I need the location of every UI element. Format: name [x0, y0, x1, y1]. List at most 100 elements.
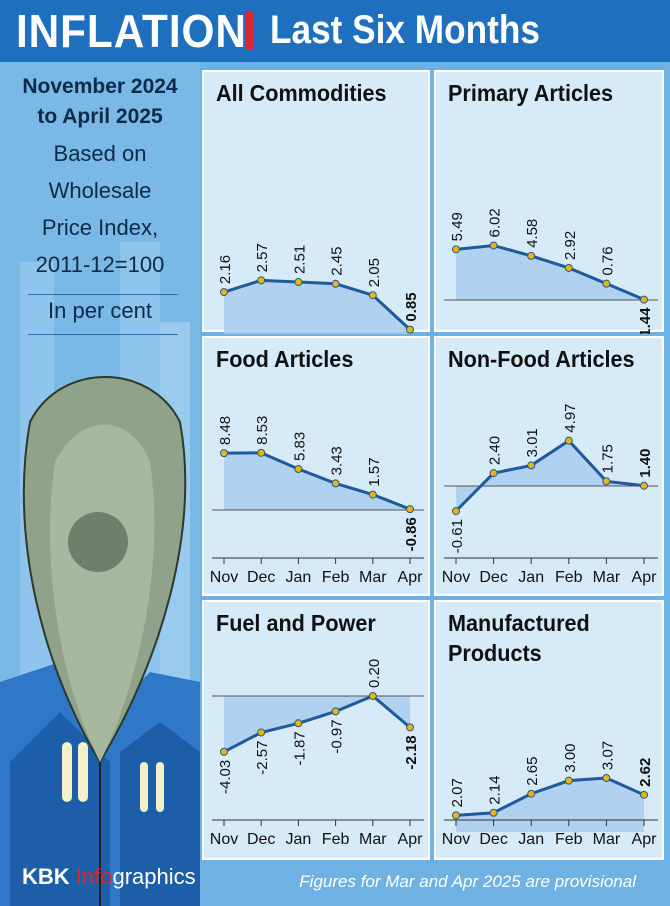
chart-svg: -0.61 2.40 3.01 4.97 1.75 1.40 Nov Dec Jan Feb Mar… — [442, 403, 658, 586]
category-label: Nov — [442, 831, 470, 848]
data-point — [489, 241, 498, 250]
value-label: -2.18 — [403, 735, 420, 769]
category-label: Mar — [593, 569, 621, 586]
data-point — [294, 465, 303, 474]
value-label: -0.86 — [403, 517, 420, 551]
category-label: Apr — [632, 831, 658, 848]
series-line — [223, 694, 411, 754]
unit-rule-top — [28, 294, 178, 295]
value-label: 1.75 — [599, 444, 616, 473]
value-label: -1.87 — [291, 731, 308, 765]
header-bar: INFLATION Last Six Months — [0, 0, 670, 62]
category-label: Feb — [555, 569, 583, 586]
series-line — [223, 278, 412, 331]
area-fill — [224, 452, 410, 510]
value-label: -4.03 — [217, 760, 234, 794]
data-point — [406, 505, 414, 514]
chart-non-food-articles: -0.61 2.40 3.01 4.97 1.75 1.40 Nov Dec Jan Feb Mar… — [434, 336, 664, 596]
chart-title-line-2: Products — [448, 640, 542, 666]
category-label: Dec — [247, 831, 275, 848]
data-point — [452, 507, 460, 516]
chart-svg: -4.03 -2.57 -1.87 -0.97 0.20 -2.18 Nov Dec Jan Fe… — [210, 659, 424, 848]
data-point — [602, 774, 611, 783]
series-line — [454, 438, 645, 513]
value-label: 2.05 — [366, 258, 383, 287]
data-point — [331, 279, 340, 288]
area-fill — [456, 778, 644, 832]
series-line — [455, 243, 645, 301]
brand-info: Info — [75, 864, 113, 889]
series-line — [455, 776, 645, 817]
data-point — [640, 295, 648, 304]
unit-rule-bottom — [28, 334, 178, 335]
value-label: 2.51 — [291, 245, 308, 274]
category-label: Nov — [210, 569, 238, 586]
value-label: 2.07 — [449, 778, 466, 807]
value-label: 4.97 — [562, 403, 579, 432]
chart-title: Non-Food Articles — [448, 346, 635, 372]
category-label: Jan — [518, 569, 544, 586]
footnote: Figures for Mar and Apr 2025 are provisi… — [299, 872, 636, 891]
value-label: 2.92 — [562, 231, 579, 260]
data-point — [406, 325, 414, 334]
value-label: 2.45 — [329, 247, 346, 276]
data-point — [564, 436, 573, 445]
value-label: 2.40 — [487, 436, 504, 465]
chart-fuel-and-power: -4.03 -2.57 -1.87 -0.97 0.20 -2.18 Nov Dec Jan Fe… — [202, 600, 430, 860]
data-point — [602, 279, 611, 288]
data-point — [489, 469, 498, 478]
value-label: -2.57 — [254, 741, 271, 775]
data-point — [564, 776, 573, 785]
value-label: 0.85 — [403, 292, 420, 321]
data-point — [257, 448, 266, 457]
chart-title: Food Articles — [216, 346, 354, 372]
value-label: 0.76 — [599, 246, 616, 275]
data-point — [220, 288, 228, 297]
data-point — [368, 490, 377, 499]
brand-graphics: graphics — [112, 864, 196, 889]
area-fill — [456, 440, 644, 512]
data-point — [331, 479, 340, 488]
data-point — [527, 789, 536, 798]
category-label: Feb — [322, 831, 350, 848]
category-label: Nov — [210, 831, 238, 848]
value-label: 3.43 — [329, 446, 346, 475]
basis-line-2: Wholesale — [48, 178, 152, 203]
brand-logo: KBK Infographics — [22, 864, 196, 890]
data-point — [220, 449, 228, 458]
info-block: November 2024 to April 2025 Based on Who… — [0, 72, 200, 335]
value-label: 4.58 — [524, 219, 541, 248]
category-label: Mar — [359, 569, 387, 586]
category-label: Feb — [555, 831, 583, 848]
value-label: 8.48 — [217, 416, 234, 445]
category-label: Nov — [442, 569, 470, 586]
chart-all-commodities: 2.162.572.512.452.050.85NovDecJanFebMarA… — [202, 70, 430, 334]
basis-line-4: 2011-12=100 — [35, 252, 165, 277]
category-label: Jan — [286, 831, 312, 848]
area-fill — [224, 695, 410, 752]
category-label: Dec — [479, 831, 507, 848]
header-title: INFLATION — [16, 5, 247, 57]
value-label: 2.65 — [524, 757, 541, 786]
chart-svg: 8.48 8.53 5.83 3.43 1.57 -0.86 Nov Dec Jan Feb Mar… — [210, 416, 424, 586]
city-illustration — [0, 62, 200, 906]
data-point — [368, 691, 377, 700]
data-point — [406, 723, 414, 732]
data-point — [602, 477, 611, 486]
data-point — [564, 263, 573, 272]
brand-kbk: KBK — [22, 864, 70, 889]
data-point — [640, 481, 648, 490]
value-label: -0.61 — [449, 519, 466, 553]
data-point — [527, 461, 536, 470]
data-point — [294, 719, 303, 728]
category-label: Dec — [479, 569, 507, 586]
value-label: -0.97 — [329, 719, 346, 753]
category-label: Apr — [632, 569, 658, 586]
unit-label: In per cent — [48, 298, 152, 323]
basis-line-3: Price Index, — [41, 215, 159, 240]
category-label: Mar — [359, 831, 387, 848]
data-point — [257, 276, 266, 285]
chart-food-articles: 8.48 8.53 5.83 3.43 1.57 -0.86 Nov Dec Jan Feb Mar… — [202, 336, 430, 596]
data-point — [452, 245, 460, 254]
area-fill — [224, 280, 410, 334]
